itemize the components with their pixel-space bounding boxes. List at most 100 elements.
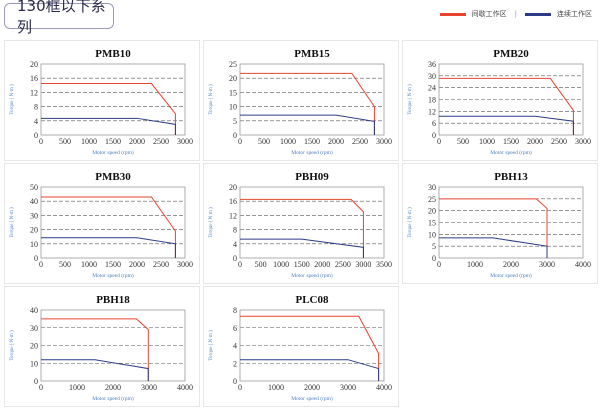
x-tick-label: 2000 (314, 260, 330, 269)
x-tick-label: 500 (59, 260, 71, 269)
y-axis-label: Torque ( N·m ) (10, 84, 15, 115)
x-tick-label: 1000 (479, 137, 495, 146)
x-tick-label: 1000 (280, 137, 296, 146)
x-tick-label: 0 (238, 383, 242, 392)
chart-svg: PLC08 0 2 4 6 8 0 1000 2000 3000 4000 Motor speed (… (209, 294, 392, 402)
y-tick-label: 30 (30, 211, 38, 220)
chart-card: PMB30 0 10 20 30 40 50 0 500 1000 1500 2000 2500 3000… (4, 163, 200, 284)
x-tick-label: 1000 (81, 137, 97, 146)
legend-label-peak: 间歇工作区 (471, 10, 507, 18)
chart-svg: PBH09 0 4 8 12 16 20 0 500 1000 1500 2000 2500 3000 35… (209, 171, 392, 279)
x-tick-label: 500 (457, 137, 469, 146)
x-tick-label: 2500 (153, 137, 169, 146)
y-tick-label: 16 (30, 74, 38, 83)
plot-frame (438, 186, 584, 259)
y-axis-label: Torque ( N·m ) (408, 84, 413, 115)
x-tick-label: 2000 (129, 260, 145, 269)
legend: 间歇工作区 | 连续工作区 (439, 9, 592, 19)
y-tick-label: 4 (34, 117, 38, 126)
x-tick-label: 0 (437, 260, 441, 269)
chart-svg: PMB15 0 5 10 15 20 25 0 500 1000 1500 2000 2500 3000 M… (209, 48, 392, 156)
chart-svg: PBH18 0 10 20 30 40 0 1000 2000 3000 4000 Motor spe… (10, 294, 193, 402)
y-tick-label: 12 (229, 211, 237, 220)
x-tick-label: 0 (238, 260, 242, 269)
x-tick-label: 2500 (335, 260, 351, 269)
x-tick-label: 1000 (273, 260, 289, 269)
y-tick-label: 0 (233, 131, 237, 140)
peak-torque-line (41, 318, 149, 381)
y-tick-label: 10 (30, 240, 38, 249)
y-tick-label: 10 (428, 230, 436, 239)
y-tick-label: 5 (432, 242, 436, 251)
y-axis-label: Torque ( N·m ) (209, 207, 214, 238)
y-tick-label: 36 (428, 60, 436, 69)
x-tick-label: 0 (437, 137, 441, 146)
x-tick-label: 2500 (352, 137, 368, 146)
continuous-torque-line (41, 237, 176, 258)
x-axis-label: Motor speed (rpm) (490, 149, 532, 156)
y-tick-label: 10 (229, 103, 237, 112)
y-tick-label: 20 (30, 342, 38, 351)
x-tick-label: 4000 (376, 383, 392, 392)
chart-card: PBH13 0 5 10 15 20 25 30 0 1000 2000 3000 4000 Motor … (402, 163, 598, 284)
x-tick-label: 500 (258, 137, 270, 146)
chart-title: PMB10 (95, 48, 131, 60)
peak-torque-line (240, 315, 380, 381)
y-axis-label: Torque ( N·m ) (408, 207, 413, 238)
y-tick-label: 12 (428, 107, 436, 116)
x-axis-label: Motor speed (rpm) (291, 272, 333, 279)
x-tick-label: 4000 (575, 260, 591, 269)
x-axis-label: Motor speed (rpm) (92, 395, 134, 402)
y-tick-label: 8 (233, 306, 237, 315)
y-axis-label: Torque ( N·m ) (10, 207, 15, 238)
y-tick-label: 4 (233, 240, 237, 249)
x-tick-label: 2500 (153, 260, 169, 269)
y-tick-label: 15 (229, 88, 237, 97)
x-tick-label: 0 (39, 260, 43, 269)
continuous-torque-line (240, 114, 375, 135)
x-tick-label: 3500 (376, 260, 392, 269)
chart-title: PLC08 (296, 294, 330, 306)
x-tick-label: 3000 (177, 260, 193, 269)
x-tick-label: 0 (39, 383, 43, 392)
chart-title: PMB20 (493, 48, 529, 60)
chart-title: PBH13 (494, 171, 528, 183)
x-tick-label: 1000 (81, 260, 97, 269)
plot-frame (239, 186, 385, 259)
x-axis-label: Motor speed (rpm) (92, 272, 134, 279)
continuous-torque-line (240, 359, 380, 381)
chart-title: PMB30 (95, 171, 131, 183)
legend-divider: | (514, 10, 517, 18)
y-tick-label: 20 (229, 74, 237, 83)
y-tick-label: 12 (30, 88, 38, 97)
x-tick-label: 4000 (177, 383, 193, 392)
x-axis-label: Motor speed (rpm) (291, 149, 333, 156)
plot-frame (40, 309, 186, 382)
x-tick-label: 1500 (294, 260, 310, 269)
peak-torque-line (439, 198, 548, 258)
y-tick-label: 0 (432, 254, 436, 263)
y-tick-label: 25 (229, 60, 237, 69)
y-tick-label: 25 (428, 195, 436, 204)
peak-torque-line (41, 83, 176, 135)
y-tick-label: 20 (428, 207, 436, 216)
y-tick-label: 20 (30, 60, 38, 69)
y-tick-label: 40 (30, 306, 38, 315)
y-tick-label: 5 (233, 117, 237, 126)
y-tick-label: 30 (30, 324, 38, 333)
y-axis-label: Torque ( N·m ) (209, 330, 214, 361)
chart-svg: PMB10 0 4 8 12 16 20 0 500 1000 1500 2000 2500 3000 Mo… (10, 48, 193, 156)
chart-card: PMB15 0 5 10 15 20 25 0 500 1000 1500 2000 2500 3000 M… (203, 40, 399, 161)
y-tick-label: 15 (428, 219, 436, 228)
chart-card: PBH18 0 10 20 30 40 0 1000 2000 3000 4000 Motor spe… (4, 286, 200, 407)
y-tick-label: 8 (34, 103, 38, 112)
y-tick-label: 6 (233, 324, 237, 333)
chart-title: PBH09 (295, 171, 329, 183)
y-tick-label: 50 (30, 183, 38, 192)
x-tick-label: 1000 (467, 260, 483, 269)
y-tick-label: 0 (34, 377, 38, 386)
x-tick-label: 3000 (340, 383, 356, 392)
y-tick-label: 20 (30, 226, 38, 235)
